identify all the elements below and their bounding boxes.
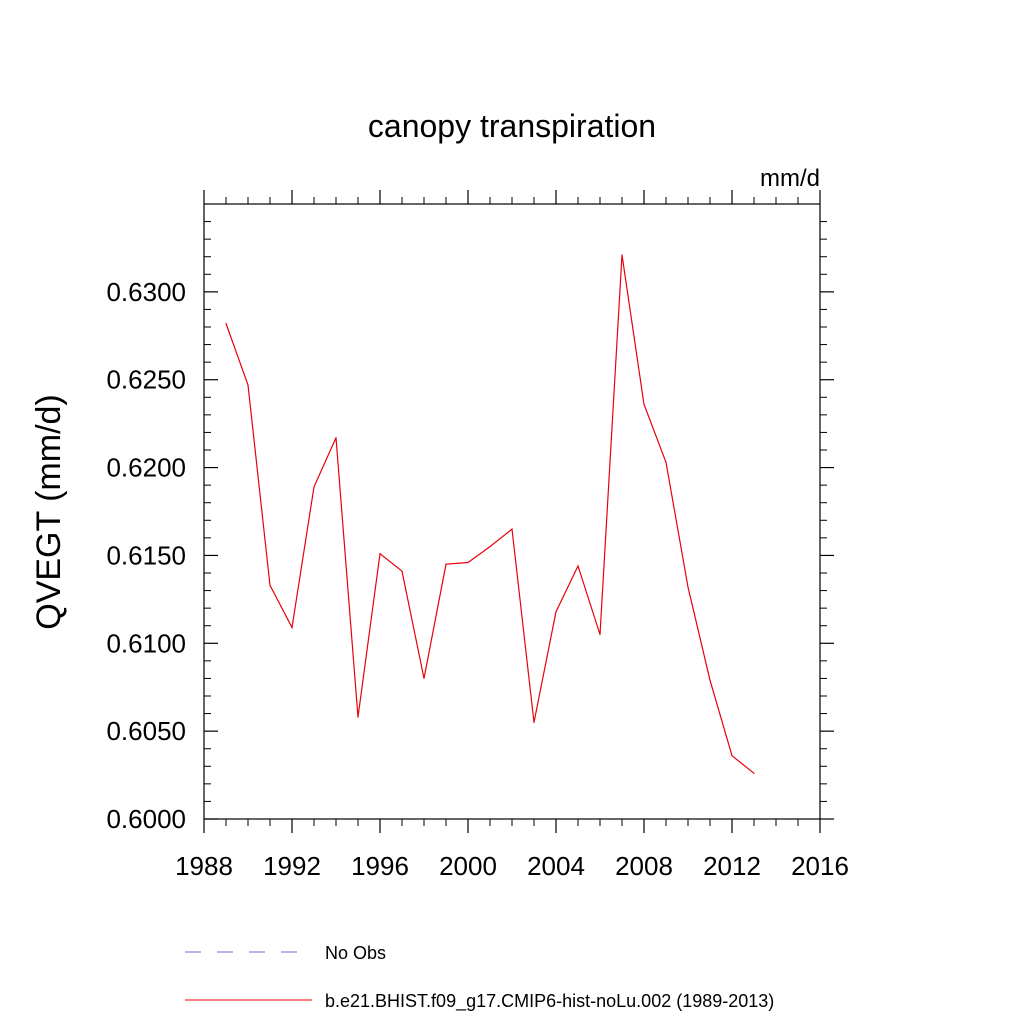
x-tick-label: 1992 xyxy=(263,851,321,881)
x-tick-label: 1996 xyxy=(351,851,409,881)
y-tick-label: 0.6100 xyxy=(106,628,186,658)
data-point xyxy=(555,611,557,613)
data-point xyxy=(731,755,733,757)
data-point xyxy=(599,633,601,636)
x-tick-label: 2004 xyxy=(527,851,585,881)
x-tick-label: 2012 xyxy=(703,851,761,881)
axis-ticks xyxy=(203,190,834,833)
y-tick-label: 0.6250 xyxy=(106,365,186,395)
data-point xyxy=(247,384,249,386)
x-tick-label: 1988 xyxy=(175,851,233,881)
data-point xyxy=(687,586,689,588)
data-point xyxy=(577,565,579,567)
data-point xyxy=(423,677,425,680)
legend-label: b.e21.BHIST.f09_g17.CMIP6-hist-noLu.002 … xyxy=(325,991,774,1012)
units-label: mm/d xyxy=(760,165,820,192)
y-tick-label: 0.6050 xyxy=(106,716,186,746)
data-point xyxy=(225,322,227,325)
series-line xyxy=(225,254,755,774)
y-axis-label: QVEGT (mm/d) xyxy=(30,394,68,630)
data-point xyxy=(379,553,381,555)
data-point xyxy=(291,626,293,629)
data-point xyxy=(467,561,469,564)
chart-title: canopy transpiration xyxy=(368,108,656,144)
data-point xyxy=(313,486,315,488)
legend: No Obs b.e21.BHIST.f09_g17.CMIP6-hist-noL… xyxy=(185,943,774,1012)
y-tick-labels: 0.6000 0.6050 0.6100 0.6150 0.6200 0.6250 0.63… xyxy=(106,277,186,834)
data-point xyxy=(709,679,711,681)
data-point xyxy=(643,403,645,405)
series-layer xyxy=(225,254,755,774)
data-point xyxy=(621,254,623,256)
data-point xyxy=(533,721,535,723)
y-tick-label: 0.6150 xyxy=(106,540,186,570)
data-point xyxy=(269,584,271,586)
data-point xyxy=(445,563,447,565)
data-point xyxy=(665,461,667,463)
data-point xyxy=(489,546,491,548)
data-point xyxy=(511,528,513,530)
y-tick-label: 0.6300 xyxy=(106,277,186,307)
x-tick-label: 2016 xyxy=(791,851,849,881)
data-point xyxy=(357,716,359,718)
data-point xyxy=(335,437,337,439)
legend-label: No Obs xyxy=(325,943,386,963)
y-tick-label: 0.6200 xyxy=(106,453,186,483)
plot-frame xyxy=(203,203,821,820)
data-point xyxy=(401,570,403,572)
data-point xyxy=(753,772,755,774)
y-tick-label: 0.6000 xyxy=(106,804,186,834)
x-tick-label: 2008 xyxy=(615,851,673,881)
x-tick-label: 2000 xyxy=(439,851,497,881)
x-tick-labels: 1988 1992 1996 2000 2004 2008 2012 2016 xyxy=(175,851,849,881)
